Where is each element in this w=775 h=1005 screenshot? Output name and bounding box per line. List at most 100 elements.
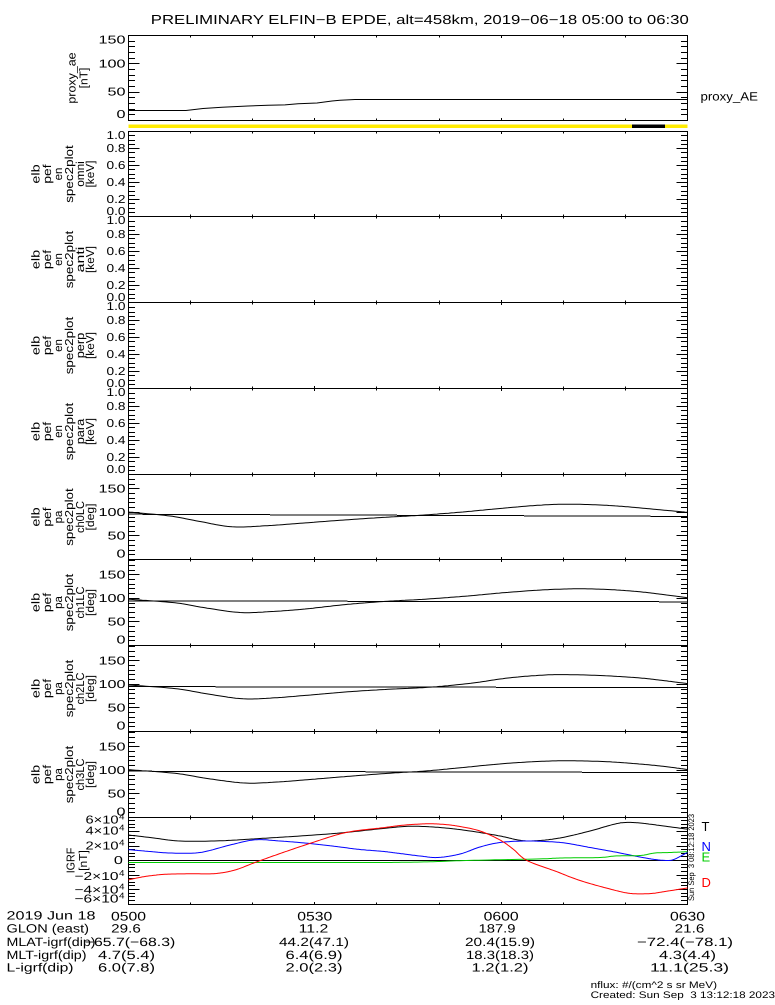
svg-text:−2×10: −2×10 bbox=[75, 871, 119, 883]
svg-text:elb: elb bbox=[31, 679, 43, 698]
svg-text:2.0(2.3): 2.0(2.3) bbox=[286, 961, 343, 975]
svg-text:1.0: 1.0 bbox=[107, 215, 126, 227]
svg-text:0: 0 bbox=[114, 855, 123, 867]
svg-text:100: 100 bbox=[99, 58, 126, 70]
svg-text:[keV]: [keV] bbox=[85, 418, 97, 445]
svg-text:0.4: 0.4 bbox=[107, 349, 127, 361]
svg-text:4.3(4.4): 4.3(4.4) bbox=[659, 948, 716, 962]
svg-text:44.2(47.1): 44.2(47.1) bbox=[279, 935, 349, 949]
svg-text:ch1LC: ch1LC bbox=[75, 587, 87, 619]
svg-text:pef: pef bbox=[42, 678, 54, 698]
svg-text:0600: 0600 bbox=[484, 910, 519, 924]
svg-text:pef: pef bbox=[42, 163, 54, 183]
svg-text:MLT-igrf(dip): MLT-igrf(dip) bbox=[7, 948, 87, 962]
svg-text:pa: pa bbox=[53, 682, 65, 695]
svg-text:pef: pef bbox=[42, 249, 54, 269]
svg-text:elb: elb bbox=[31, 422, 43, 441]
svg-text:pef: pef bbox=[42, 421, 54, 441]
svg-text:4: 4 bbox=[119, 823, 125, 833]
svg-text:0.0: 0.0 bbox=[107, 206, 126, 218]
svg-text:50: 50 bbox=[108, 87, 126, 99]
svg-text:0.0: 0.0 bbox=[107, 378, 126, 390]
svg-text:perp: perp bbox=[75, 333, 87, 359]
svg-text:0.6: 0.6 bbox=[107, 246, 126, 258]
svg-text:6×10: 6×10 bbox=[86, 815, 119, 827]
svg-text:11.1(25.3): 11.1(25.3) bbox=[650, 961, 729, 975]
svg-text:−4×10: −4×10 bbox=[75, 885, 119, 897]
svg-text:0.0: 0.0 bbox=[107, 292, 126, 304]
svg-text:187.9: 187.9 bbox=[479, 922, 516, 936]
svg-text:0: 0 bbox=[117, 109, 126, 121]
svg-text:4×10: 4×10 bbox=[86, 826, 119, 838]
svg-text:[deg]: [deg] bbox=[85, 589, 97, 616]
svg-text:en: en bbox=[53, 253, 65, 266]
svg-text:elb: elb bbox=[31, 250, 43, 269]
svg-text:pa: pa bbox=[53, 596, 65, 609]
svg-text:0530: 0530 bbox=[297, 910, 332, 924]
svg-text:6.4(6.9): 6.4(6.9) bbox=[286, 948, 343, 962]
svg-text:0.8: 0.8 bbox=[107, 315, 126, 327]
svg-text:20.4(15.9): 20.4(15.9) bbox=[465, 935, 535, 949]
svg-text:11.2: 11.2 bbox=[299, 922, 329, 936]
svg-text:spec2plot: spec2plot bbox=[64, 745, 76, 804]
svg-text:en: en bbox=[53, 339, 65, 352]
svg-text:0: 0 bbox=[117, 635, 126, 647]
svg-text:elb: elb bbox=[31, 507, 43, 526]
svg-text:100: 100 bbox=[99, 507, 126, 519]
svg-text:[keV]: [keV] bbox=[85, 161, 97, 188]
svg-text:en: en bbox=[53, 168, 65, 181]
svg-text:en: en bbox=[53, 425, 65, 438]
svg-text:D: D bbox=[702, 875, 711, 890]
svg-text:0.8: 0.8 bbox=[107, 143, 126, 155]
svg-text:T: T bbox=[702, 819, 710, 834]
svg-text:spec2plot: spec2plot bbox=[64, 316, 76, 375]
svg-text:4: 4 bbox=[119, 868, 125, 878]
svg-text:0.4: 0.4 bbox=[107, 177, 127, 189]
svg-text:[deg]: [deg] bbox=[85, 675, 97, 702]
svg-text:2×10: 2×10 bbox=[86, 841, 119, 853]
svg-text:0.6: 0.6 bbox=[107, 160, 126, 172]
svg-text:100: 100 bbox=[99, 679, 126, 691]
svg-text:[keV]: [keV] bbox=[85, 332, 97, 359]
svg-text:150: 150 bbox=[99, 741, 126, 753]
svg-text:pef: pef bbox=[42, 506, 54, 526]
svg-text:50: 50 bbox=[108, 616, 126, 628]
svg-text:50: 50 bbox=[108, 788, 126, 800]
svg-text:150: 150 bbox=[99, 569, 126, 581]
svg-text:0: 0 bbox=[117, 807, 126, 819]
svg-text:2019 Jun 18: 2019 Jun 18 bbox=[7, 909, 96, 923]
svg-text:0.2: 0.2 bbox=[107, 366, 126, 378]
svg-text:GLON (east): GLON (east) bbox=[7, 922, 90, 936]
svg-text:[nT]: [nT] bbox=[78, 850, 90, 871]
svg-text:pef: pef bbox=[42, 592, 54, 612]
svg-text:0.6: 0.6 bbox=[107, 332, 126, 344]
svg-text:0.4: 0.4 bbox=[107, 435, 127, 447]
svg-text:MLAT-igrf(dip): MLAT-igrf(dip) bbox=[7, 935, 96, 949]
svg-text:0.6: 0.6 bbox=[107, 418, 126, 430]
svg-text:100: 100 bbox=[99, 765, 126, 777]
svg-text:4.7(5.4): 4.7(5.4) bbox=[98, 948, 155, 962]
svg-text:150: 150 bbox=[99, 35, 126, 47]
svg-text:spec2plot: spec2plot bbox=[64, 487, 76, 546]
svg-text:pa: pa bbox=[53, 510, 65, 523]
svg-text:18.3(18.3): 18.3(18.3) bbox=[466, 948, 534, 962]
svg-text:100: 100 bbox=[99, 593, 126, 605]
svg-text:0.8: 0.8 bbox=[107, 229, 126, 241]
svg-text:pef: pef bbox=[42, 335, 54, 355]
svg-text:elb: elb bbox=[31, 164, 43, 183]
svg-text:0: 0 bbox=[117, 721, 126, 733]
svg-text:spec2plot: spec2plot bbox=[64, 573, 76, 632]
svg-text:spec2plot: spec2plot bbox=[64, 144, 76, 203]
svg-text:Created: Sun Sep 3 13:12:18 2: Created: Sun Sep 3 13:12:18 2023 bbox=[591, 990, 775, 1000]
svg-text:1.0: 1.0 bbox=[107, 301, 126, 313]
svg-text:[deg]: [deg] bbox=[85, 504, 97, 531]
svg-text:proxy_ae: proxy_ae bbox=[67, 52, 79, 103]
svg-text:0.0: 0.0 bbox=[107, 464, 126, 476]
svg-text:N: N bbox=[702, 839, 711, 854]
svg-text:4: 4 bbox=[119, 891, 125, 901]
svg-text:4: 4 bbox=[119, 882, 125, 892]
svg-text:0.2: 0.2 bbox=[107, 194, 126, 206]
svg-text:E: E bbox=[702, 850, 711, 865]
svg-text:spec2plot: spec2plot bbox=[64, 230, 76, 289]
svg-text:50: 50 bbox=[108, 530, 126, 542]
